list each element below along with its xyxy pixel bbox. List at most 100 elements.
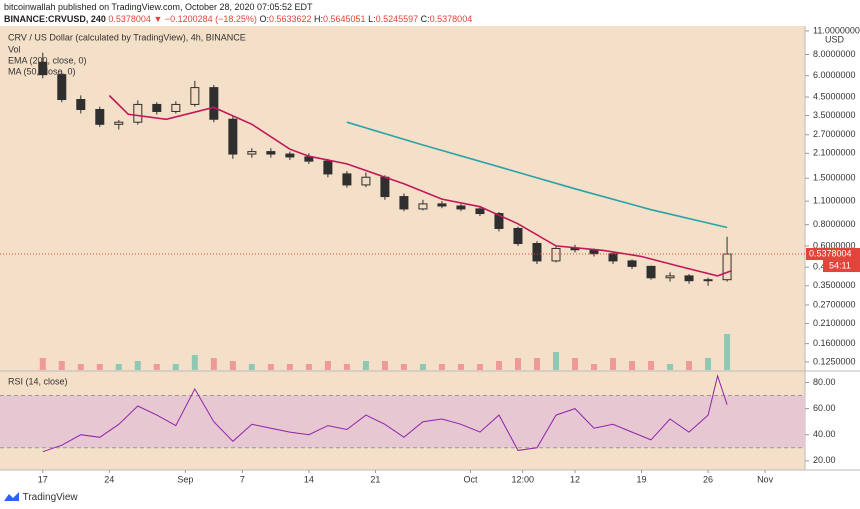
candle-body	[323, 160, 333, 175]
candle-body	[247, 151, 257, 155]
volume-bar	[705, 358, 712, 370]
y-tick-label: 0.1600000	[813, 338, 856, 348]
volume-bar	[591, 364, 598, 370]
y-tick-label: 6.0000000	[813, 70, 856, 80]
candle-body	[551, 247, 561, 262]
volume-bar	[610, 358, 617, 370]
volume-bar	[362, 361, 369, 370]
candle-body	[76, 99, 86, 111]
last-price-label: 0.5378004	[809, 248, 852, 258]
volume-bar	[648, 361, 655, 370]
candle-body	[646, 265, 656, 279]
last-price-tag	[806, 248, 860, 261]
h-label: H:	[314, 14, 324, 24]
volume-bar	[629, 361, 636, 370]
candle-body	[342, 173, 352, 186]
x-tick-label: 21	[370, 474, 380, 484]
header: bitcoinwallah published on TradingView.c…	[4, 1, 472, 25]
volume-bar	[552, 352, 559, 370]
volume-bar	[229, 361, 236, 370]
y-tick-label: 11.0000000	[813, 25, 860, 35]
volume-bar	[381, 361, 388, 370]
candle-body	[285, 153, 295, 158]
x-tick-label: 17	[38, 474, 48, 484]
footer: TradingView	[4, 492, 78, 503]
countdown-tag	[823, 260, 860, 273]
y-tick-label: 1.1000000	[813, 196, 856, 206]
y-tick-label: 0.3500000	[813, 280, 856, 290]
candle-body	[57, 74, 67, 101]
rsi-title: RSI (14, close)	[8, 376, 68, 386]
indicator-line	[108, 94, 733, 277]
candle-body	[475, 208, 485, 215]
candle-body	[209, 87, 219, 120]
chart-title: CRV / US Dollar (calculated by TradingVi…	[8, 32, 246, 42]
volume-bar	[267, 364, 274, 370]
y-tick-label: 4.5000000	[813, 91, 856, 101]
volume-bar	[686, 361, 693, 370]
y-tick-label: 0.1250000	[813, 356, 856, 366]
volume-bar	[533, 358, 540, 370]
y-tick-label: 0.2700000	[813, 299, 856, 309]
volume-bar	[58, 361, 65, 370]
candle-body	[95, 109, 105, 125]
y-tick-label: 1.5000000	[813, 173, 856, 183]
y-unit: USD	[825, 34, 845, 44]
x-tick-label: 19	[637, 474, 647, 484]
volume-bar	[400, 364, 407, 370]
c-label: C:	[420, 14, 430, 24]
candle-body	[418, 203, 428, 210]
volume-bar	[324, 361, 331, 370]
byline: bitcoinwallah published on TradingView.c…	[4, 2, 313, 12]
volume-bar	[191, 355, 198, 370]
o: 0.5633622	[268, 14, 312, 24]
y-tick-label: 8.0000000	[813, 49, 856, 59]
rsi-tick-label: 20.00	[813, 455, 836, 465]
x-tick-label: Oct	[463, 474, 478, 484]
candle-body	[133, 103, 143, 123]
symbol: BINANCE:CRVUSD, 240	[4, 14, 106, 24]
candle-body	[38, 61, 48, 76]
volume-bar	[495, 361, 502, 370]
x-tick-label: 7	[240, 474, 245, 484]
x-tick-label: 14	[304, 474, 314, 484]
indicator-line	[346, 121, 728, 229]
volume-bar	[419, 364, 426, 370]
volume-bar	[457, 364, 464, 370]
h: 0.5645051	[323, 14, 366, 24]
y-tick-label: 0.2100000	[813, 318, 856, 328]
x-tick-label: 12	[570, 474, 580, 484]
candle-body	[114, 121, 124, 125]
y-tick-label: 0.6000000	[813, 240, 856, 250]
legend-entry: Vol	[8, 44, 21, 54]
candle-body	[665, 275, 675, 279]
volume-bar	[134, 361, 141, 370]
legend-entry: EMA (200, close, 0)	[8, 55, 87, 65]
volume-bar	[153, 364, 160, 370]
y-tick-label: 2.7000000	[813, 129, 856, 139]
rsi-tick-label: 60.00	[813, 403, 836, 413]
volume-bar	[210, 358, 217, 370]
legend-entry: MA (50, close, 0)	[8, 66, 76, 76]
l: 0.5245597	[375, 14, 419, 24]
candle-body	[627, 260, 637, 267]
c: 0.5378004	[429, 14, 473, 24]
candle-body	[152, 103, 162, 112]
candle-body	[532, 243, 542, 262]
candle-body	[437, 203, 447, 207]
candle-body	[513, 227, 523, 245]
volume-bar	[572, 358, 578, 370]
volume-bar	[438, 364, 445, 370]
rsi-line	[42, 374, 728, 453]
change: ▼ −0.1200284 (−18.25%)	[153, 14, 257, 24]
volume-bar	[248, 364, 255, 370]
candle-body	[361, 176, 371, 186]
l-label: L:	[368, 14, 376, 24]
volume-bar	[305, 364, 312, 370]
candle-body	[456, 205, 466, 210]
volume-bar	[115, 364, 122, 370]
candle-body	[722, 253, 732, 281]
rsi-tick-label: 40.00	[813, 429, 836, 439]
volume-bar	[514, 358, 521, 370]
candle-body	[190, 87, 200, 105]
